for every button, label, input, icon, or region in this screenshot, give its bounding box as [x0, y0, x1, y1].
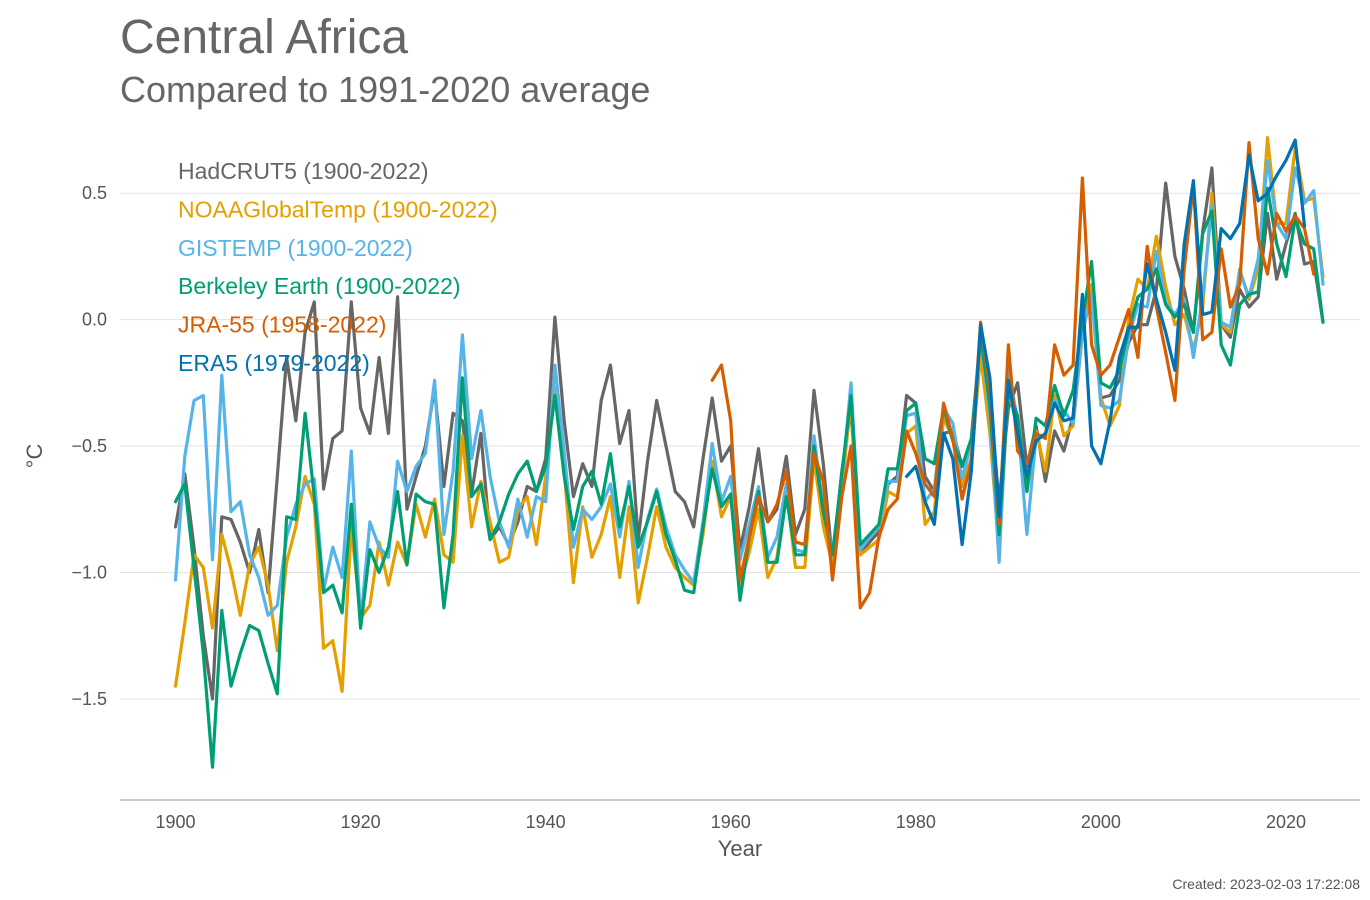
- legend-entry: ERA5 (1979-2022): [178, 350, 370, 376]
- legend-entry: HadCRUT5 (1900-2022): [178, 158, 429, 184]
- chart-title: Central Africa: [120, 11, 409, 64]
- y-tick-label: 0.5: [82, 183, 107, 203]
- series-line: [173, 136, 1325, 693]
- y-tick-label: 0.0: [82, 310, 107, 330]
- x-tick-label: 1980: [896, 812, 936, 832]
- series-line: [173, 166, 1325, 701]
- series-line: [904, 138, 1307, 547]
- legend-entry: JRA-55 (1958-2022): [178, 312, 386, 338]
- x-tick-label: 2000: [1081, 812, 1121, 832]
- x-axis-label: Year: [718, 836, 762, 861]
- legend: HadCRUT5 (1900-2022) NOAAGlobalTemp (1900…: [178, 158, 498, 376]
- x-tick-label: 1960: [711, 812, 751, 832]
- chart-subtitle: Compared to 1991-2020 average: [120, 69, 651, 110]
- gridlines: [120, 192, 1360, 700]
- y-axis-label: °C: [22, 444, 47, 469]
- x-tick-label: 1920: [341, 812, 381, 832]
- series-lines: [173, 136, 1325, 769]
- legend-entry: Berkeley Earth (1900-2022): [178, 273, 461, 299]
- created-timestamp: Created: 2023-02-03 17:22:08: [1172, 876, 1360, 892]
- y-tick-labels: 0.5 0.0 −0.5 −1.0 −1.5: [71, 183, 107, 709]
- series-line: [710, 141, 1316, 610]
- y-tick-label: −1.0: [71, 562, 107, 582]
- y-tick-label: −1.5: [71, 689, 107, 709]
- x-tick-label: 2020: [1266, 812, 1306, 832]
- y-tick-label: −0.5: [71, 436, 107, 456]
- legend-entry: NOAAGlobalTemp (1900-2022): [178, 196, 498, 222]
- x-tick-label: 1900: [155, 812, 195, 832]
- x-tick-label: 1940: [526, 812, 566, 832]
- legend-entry: GISTEMP (1900-2022): [178, 235, 413, 261]
- x-tick-labels: 1900 1920 1940 1960 1980 2000 2020: [155, 812, 1305, 832]
